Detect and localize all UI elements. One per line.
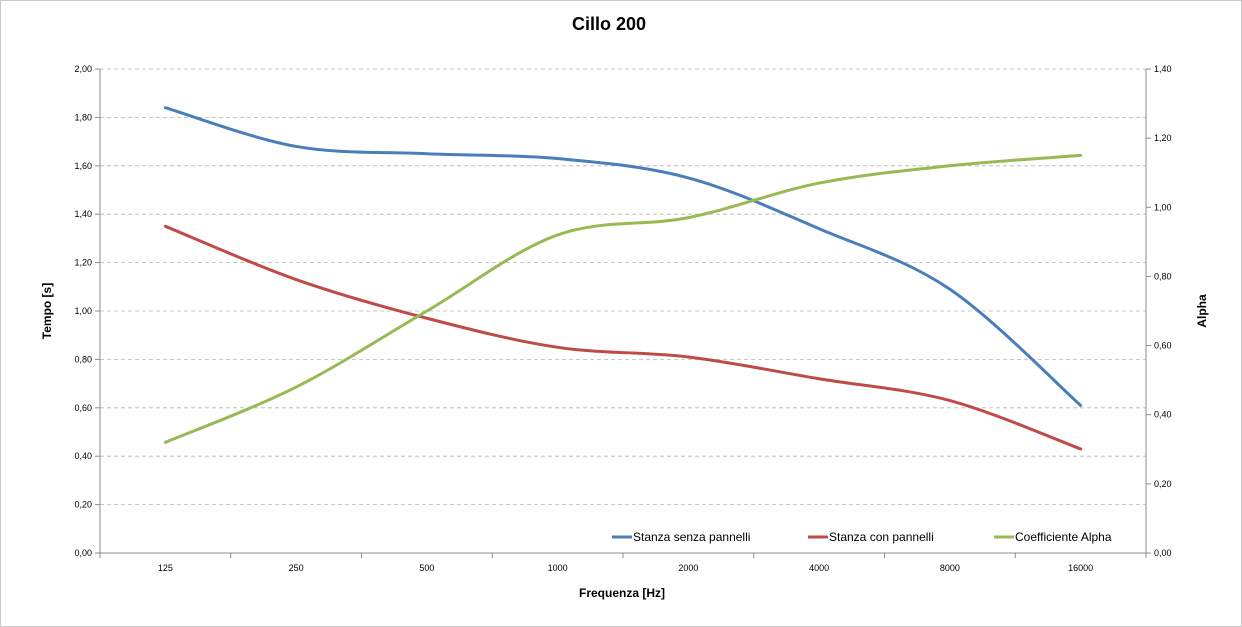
y2-tick-label: 1,40 (1154, 64, 1172, 74)
grid-layer (100, 68, 1146, 506)
x-tick-label: 16000 (1068, 563, 1093, 573)
x-tick-label: 250 (289, 563, 304, 573)
y-axis-left-title: Tempo [s] (40, 283, 54, 339)
x-tick-label: 8000 (940, 563, 960, 573)
legend-label-stanza-senza-pannelli: Stanza senza pannelli (633, 530, 750, 544)
x-tick-label: 500 (419, 563, 434, 573)
legend-label-stanza-con-pannelli: Stanza con pannelli (829, 530, 934, 544)
x-tick-label: 4000 (809, 563, 829, 573)
y-axis-right-title: Alpha (1195, 294, 1209, 328)
legend-item-coefficiente-alpha: Coefficiente Alpha (994, 530, 1112, 544)
series-line-coefficiente-alpha (163, 153, 1083, 444)
x-axis-title: Frequenza [Hz] (579, 586, 665, 600)
legend-item-stanza-con-pannelli: Stanza con pannelli (808, 530, 934, 544)
y-axis-left-ticks: 0,00 0,20 0,40 0,60 0,80 1,00 1,20 1,40 1,60 1,80… (74, 64, 100, 558)
y-tick-label: 0,20 (74, 500, 92, 510)
y-tick-label: 0,00 (74, 548, 92, 558)
y2-tick-label: 0,60 (1154, 341, 1172, 351)
x-tick-label: 1000 (548, 563, 568, 573)
x-tick-label: 2000 (678, 563, 698, 573)
y2-tick-label: 1,20 (1154, 133, 1172, 143)
series-layer (163, 106, 1083, 451)
chart-title: Cillo 200 (572, 14, 646, 34)
y2-tick-label: 1,00 (1154, 202, 1172, 212)
y-tick-label: 0,40 (74, 451, 92, 461)
y-axis-right-ticks: 0,00 0,20 0,40 0,60 0,80 1,00 1,20 1,40 (1146, 64, 1172, 558)
series-line-stanza-senza-pannelli (163, 106, 1083, 407)
y-tick-label: 2,00 (74, 64, 92, 74)
x-axis-ticks: 125 250 500 1000 2000 4000 8000 16000 (99, 553, 1147, 573)
legend-item-stanza-senza-pannelli: Stanza senza pannelli (612, 530, 750, 544)
y2-tick-label: 0,40 (1154, 410, 1172, 420)
y2-tick-label: 0,80 (1154, 271, 1172, 281)
y-tick-label: 1,20 (74, 258, 92, 268)
y-tick-label: 0,60 (74, 403, 92, 413)
y2-tick-label: 0,00 (1154, 548, 1172, 558)
legend-label-coefficiente-alpha: Coefficiente Alpha (1015, 530, 1112, 544)
y-tick-label: 1,40 (74, 209, 92, 219)
y-tick-label: 1,60 (74, 161, 92, 171)
y-tick-label: 0,80 (74, 354, 92, 364)
y-tick-label: 1,00 (74, 306, 92, 316)
x-tick-label: 125 (158, 563, 173, 573)
legend: Stanza senza pannelli Stanza con pannell… (612, 530, 1112, 544)
series-line-stanza-con-pannelli (163, 224, 1083, 451)
y-tick-label: 1,80 (74, 112, 92, 122)
y2-tick-label: 0,20 (1154, 479, 1172, 489)
